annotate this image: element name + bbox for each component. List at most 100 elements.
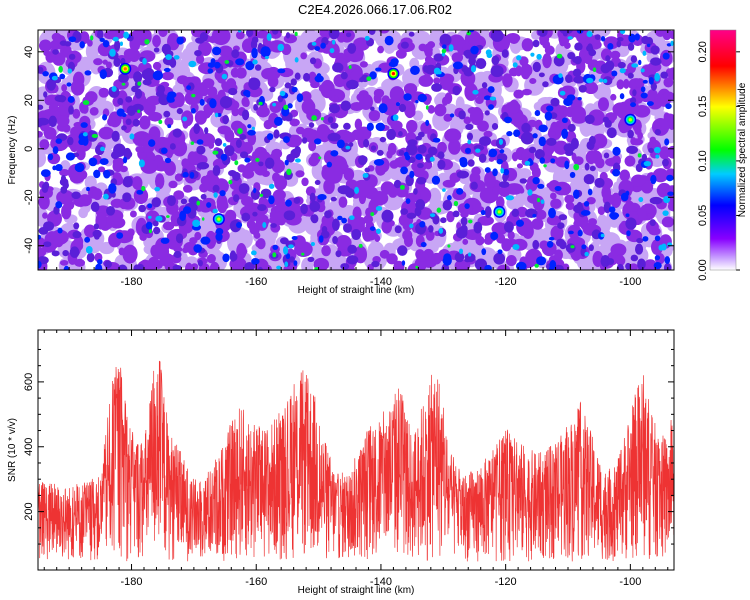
heatmap-speckle [314,46,321,51]
heatmap-speckle [103,193,109,200]
heatmap-speckle [654,30,667,37]
heatmap-speckle [409,170,415,179]
heatmap-speckle [532,213,537,218]
heatmap-speckle [588,49,597,57]
heatmap-speckle [511,151,519,162]
heatmap-speckle [490,231,499,241]
heatmap-speckle [217,125,232,135]
heatmap-speckle [503,168,510,176]
heatmap-speckle [490,30,504,42]
heatmap-speckle [650,82,657,91]
heatmap-speckle [193,123,201,135]
heatmap-speckle [253,104,259,111]
heatmap-speckle [631,63,639,68]
heatmap-speckle [353,37,370,51]
heatmap-speckle [537,30,548,37]
heatmap-speckle [182,116,188,122]
heatmap-speckle [470,65,477,73]
heatmap-speckle [624,155,636,167]
heatmap-speckle [447,131,459,140]
heatmap-speckle [212,46,222,56]
heatmap-speckle [368,110,381,122]
heatmap-speckle [586,30,593,38]
heatmap-speckle [469,107,484,126]
heatmap-speckle [438,227,444,234]
heatmap-speckle [587,188,593,196]
heatmap-speckle [43,50,52,57]
heatmap-x-tick-label: -140 [370,276,392,288]
heatmap-speckle [584,162,590,171]
heatmap-speckle [284,261,289,268]
heatmap-speckle [483,130,493,138]
heatmap-speckle [487,86,495,94]
heatmap-speckle [479,136,492,147]
heatmap-speckle [407,139,418,146]
heatmap-speckle [284,159,289,166]
heatmap-speckle [78,207,89,219]
heatmap-speckle [246,219,256,230]
heatmap-speckle [235,67,247,79]
heatmap-speckle [584,251,589,257]
heatmap-speckle [554,249,563,261]
heatmap-speckle [446,211,455,223]
heatmap-speckle [314,138,322,145]
heatmap-speckle [442,199,453,211]
heatmap-speckle [627,72,634,79]
heatmap-speckle [364,167,371,173]
heatmap-speckle [468,38,477,46]
heatmap-speckle [175,233,184,244]
heatmap-speckle [351,229,362,240]
heatmap-speckle [196,200,201,206]
heatmap-speckle [427,105,435,114]
heatmap-speckle [78,194,92,207]
heatmap-speckle [104,260,112,269]
heatmap-speckle [654,146,661,154]
heatmap-speckle [309,201,321,212]
heatmap-speckle [212,184,220,193]
heatmap-speckle [375,162,387,176]
heatmap-speckle [186,85,192,90]
heatmap-speckle [245,30,254,37]
heatmap-speckle [143,67,155,81]
heatmap-speckle [222,253,230,263]
heatmap-speckle [539,157,546,164]
heatmap-speckle [79,41,85,49]
heatmap-speckle [488,156,495,162]
heatmap-speckle [328,103,340,114]
heatmap-peak-core [628,118,632,122]
heatmap-speckle [616,37,624,42]
heatmap-speckle [597,97,609,112]
heatmap-speckle [406,212,417,219]
heatmap-speckle [630,102,637,108]
heatmap-speckle [518,168,532,179]
heatmap-speckle [102,114,108,121]
heatmap-speckle [386,253,398,265]
heatmap-speckle [569,171,576,179]
heatmap-speckle [52,49,59,55]
heatmap-speckle [109,30,122,41]
heatmap-speckle [538,72,545,78]
heatmap-speckle [373,159,385,166]
heatmap-speckle [456,188,464,195]
heatmap-speckle [318,156,322,160]
heatmap-speckle [572,68,582,77]
heatmap-speckle [311,41,317,46]
heatmap-speckle [630,254,639,262]
heatmap-speckle [625,262,632,270]
heatmap-speckle [71,191,81,200]
snr-x-tick-label: -160 [245,576,267,588]
heatmap-speckle [51,250,60,257]
heatmap-speckle [183,184,193,193]
heatmap-speckle [196,139,204,145]
heatmap-speckle [640,92,648,99]
heatmap-speckle [80,122,88,128]
heatmap-speckle [259,193,264,197]
heatmap-speckle [587,43,593,51]
heatmap-speckle [63,265,70,270]
heatmap-speckle [610,50,621,60]
heatmap-speckle [144,38,150,45]
heatmap-speckle [239,247,248,256]
snr-x-tick-label: -180 [121,576,143,588]
heatmap-speckle [455,96,465,112]
heatmap-speckle [583,81,599,95]
